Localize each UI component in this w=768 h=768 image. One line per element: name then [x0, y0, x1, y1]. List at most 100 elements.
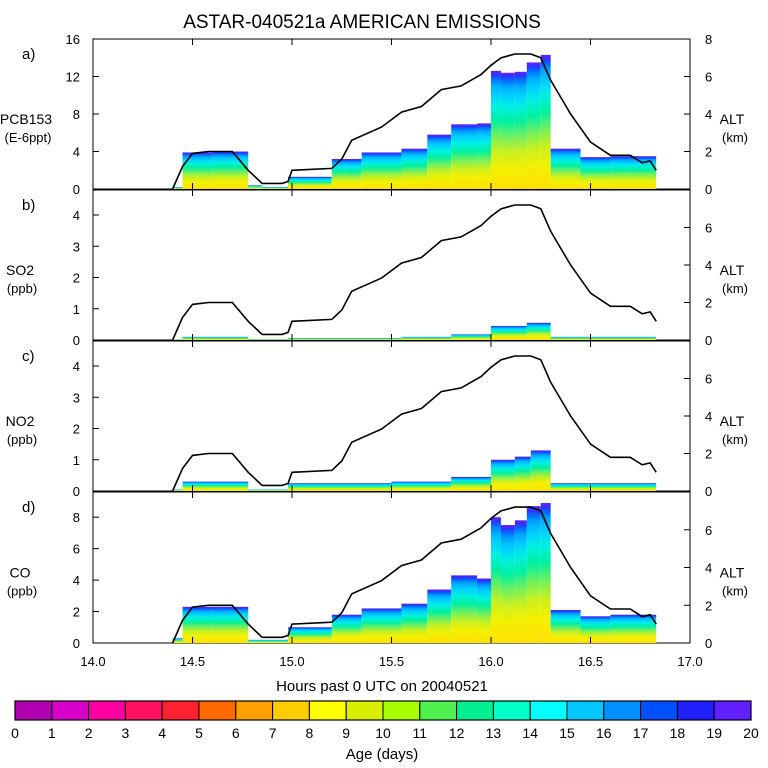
concentration-segment [580, 157, 611, 189]
colorbar-cell [603, 700, 642, 721]
concentration-segment [172, 187, 183, 189]
species-label: NO2 [6, 413, 35, 429]
colorbar-cell [88, 700, 126, 721]
panel-d: 0 2 4 6 8 0 2 4 6 d) CO (ppb) ALT (km) [7, 491, 748, 651]
colorbar-frame [14, 700, 752, 721]
x-tick-label: 14.5 [180, 654, 205, 669]
alt-tick-label: 0 [705, 484, 712, 499]
concentration-segment [491, 325, 527, 340]
alt-unit-label: (km) [722, 432, 748, 447]
colorbar-cell [272, 700, 310, 721]
concentration-segment [248, 639, 289, 643]
concentration-segment [550, 336, 657, 340]
concentration-segment [248, 185, 263, 189]
unit-label: (E-6ppt) [5, 130, 52, 145]
colorbar-tick-label: 13 [486, 725, 502, 741]
species-label: PCB153 [0, 111, 52, 127]
alt-tick-label: 4 [705, 258, 712, 273]
alt-tick-label: 0 [705, 636, 712, 651]
y-tick-label: 2 [73, 605, 80, 620]
concentration-segment [262, 187, 289, 189]
concentration-segment [401, 148, 428, 189]
concentration-segment [550, 483, 657, 491]
concentration-segment [550, 609, 581, 643]
concentration-segment [182, 336, 249, 340]
colorbar-tick-label: 11 [413, 725, 428, 741]
colorbar-cell [529, 700, 568, 721]
alt-axis-label: ALT [720, 413, 745, 429]
y-tick-label: 16 [66, 32, 80, 47]
colorbar-cell [566, 700, 605, 721]
altitude-line [171, 506, 657, 644]
y-tick-label: 3 [73, 390, 80, 405]
age-colorbar: 0 1 2 3 4 5 6 7 8 9 10 11 12 13 14 15 16 17 18 19 20 [11, 700, 759, 741]
y-tick-label: 4 [73, 145, 80, 160]
concentration-segment [212, 151, 249, 189]
y-tick-label: 3 [73, 239, 80, 254]
concentration-segment [477, 578, 491, 643]
concentration-segment [427, 134, 452, 189]
colorbar-tick-label: 16 [596, 725, 612, 741]
alt-unit-label: (km) [722, 130, 748, 145]
colorbar-tick-label: 18 [670, 725, 686, 741]
y-tick-label: 6 [73, 542, 80, 557]
colorbar-tick-label: 8 [306, 725, 314, 741]
colorbar-cell [640, 700, 678, 721]
y-tick-label: 4 [73, 208, 80, 223]
colorbar-label: Age (days) [346, 746, 419, 763]
colorbar-cell [308, 700, 347, 721]
y-tick-label: 0 [73, 182, 80, 197]
colorbar-cell [456, 700, 494, 721]
concentration-segment [401, 603, 428, 643]
species-label: CO [10, 565, 31, 581]
y-tick-label: 2 [73, 422, 80, 437]
x-tick-label: 15.0 [279, 654, 304, 669]
panel-label: a) [22, 46, 35, 63]
y-tick-label: 4 [73, 359, 80, 374]
concentration-segment [491, 459, 515, 491]
colorbar-cell [345, 700, 384, 721]
x-axis-label: Hours past 0 UTC on 20040521 [276, 678, 488, 695]
x-tick-label: 14.0 [80, 654, 105, 669]
alt-tick-label: 6 [705, 221, 712, 236]
y-tick-label: 4 [73, 573, 80, 588]
alt-tick-label: 2 [705, 296, 712, 311]
y-tick-label: 8 [73, 107, 80, 122]
alt-tick-label: 4 [705, 561, 712, 576]
concentration-segment [331, 614, 362, 643]
concentration-segment [172, 339, 183, 340]
alt-tick-label: 2 [705, 447, 712, 462]
concentration-segment [182, 481, 249, 491]
concentration-segment [514, 71, 527, 189]
colorbar-tick-label: 20 [743, 725, 759, 741]
concentration-segment [500, 72, 515, 189]
colorbar-tick-label: 10 [375, 725, 391, 741]
colorbar-cell [235, 700, 274, 721]
concentration-segment [580, 616, 611, 643]
concentration-segment [182, 606, 213, 643]
x-tick-label: 15.5 [379, 654, 404, 669]
x-tick-label: 17.0 [677, 654, 702, 669]
panel-c: 0 1 2 3 4 0 2 4 6 c) NO2 (ppb) ALT (km) [6, 340, 748, 499]
alt-tick-label: 0 [705, 333, 712, 348]
concentration-segment [491, 70, 501, 189]
colorbar-cell [124, 700, 163, 721]
colorbar-cell [382, 700, 421, 721]
alt-tick-label: 0 [705, 182, 712, 197]
concentration-segment [451, 575, 478, 643]
concentration-segment [288, 627, 332, 643]
unit-label: (ppb) [7, 281, 37, 296]
concentration-segment [172, 489, 183, 491]
concentration-segment [550, 148, 581, 189]
concentration-segment [212, 606, 249, 643]
y-tick-label: 8 [73, 510, 80, 525]
colorbar-cell [51, 700, 90, 721]
colorbar-tick-label: 9 [342, 725, 350, 741]
alt-tick-label: 2 [705, 145, 712, 160]
concentration-segment [361, 608, 402, 643]
alt-tick-label: 4 [705, 409, 712, 424]
colorbar-tick-label: 7 [269, 725, 277, 741]
colorbar-tick-label: 15 [559, 725, 575, 741]
concentration-segment [248, 489, 289, 491]
